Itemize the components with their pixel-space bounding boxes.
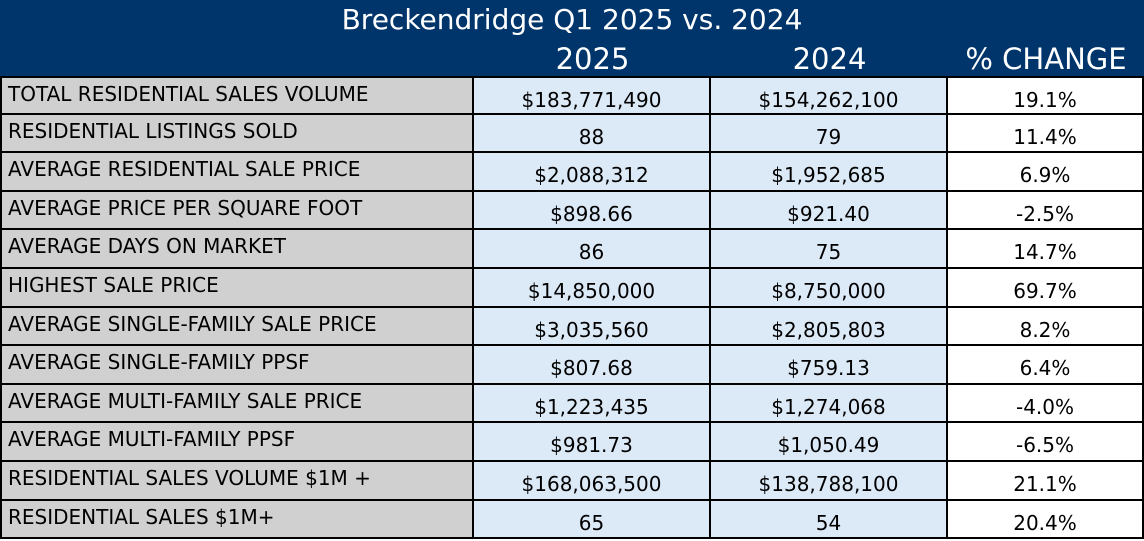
percent-change: 14.7% bbox=[948, 230, 1144, 269]
table-row: HIGHEST SALE PRICE $14,850,000 $8,750,000 6… bbox=[0, 269, 1144, 308]
value-2025: $2,088,312 bbox=[474, 153, 711, 192]
table-row: AVERAGE DAYS ON MARKET 86 75 14.7% bbox=[0, 230, 1144, 269]
table-row: AVERAGE RESIDENTIAL SALE PRICE $2,088,312… bbox=[0, 153, 1144, 192]
value-2024: $1,050.49 bbox=[711, 423, 948, 462]
value-2024: $759.13 bbox=[711, 346, 948, 385]
percent-change: 19.1% bbox=[948, 76, 1144, 115]
row-label: AVERAGE SINGLE-FAMILY SALE PRICE bbox=[0, 308, 474, 346]
value-2025: $3,035,560 bbox=[474, 308, 711, 346]
row-label: AVERAGE RESIDENTIAL SALE PRICE bbox=[0, 153, 474, 192]
row-label: AVERAGE PRICE PER SQUARE FOOT bbox=[0, 192, 474, 230]
value-2025: $981.73 bbox=[474, 423, 711, 462]
value-2025: 86 bbox=[474, 230, 711, 269]
column-header-2025: 2025 bbox=[555, 42, 630, 76]
row-label: HIGHEST SALE PRICE bbox=[0, 269, 474, 308]
percent-change: 69.7% bbox=[948, 269, 1144, 308]
percent-change: -2.5% bbox=[948, 192, 1144, 230]
table-row: TOTAL RESIDENTIAL SALES VOLUME $183,771,4… bbox=[0, 76, 1144, 115]
table-row: AVERAGE MULTI-FAMILY SALE PRICE $1,223,43… bbox=[0, 385, 1144, 424]
row-label: AVERAGE MULTI-FAMILY PPSF bbox=[0, 423, 474, 462]
value-2025: $807.68 bbox=[474, 346, 711, 385]
table-row: AVERAGE PRICE PER SQUARE FOOT $898.66 $921… bbox=[0, 192, 1144, 231]
value-2025: 88 bbox=[474, 115, 711, 153]
row-label: RESIDENTIAL LISTINGS SOLD bbox=[0, 115, 474, 153]
table-row: RESIDENTIAL SALES VOLUME $1M + $168,063,5… bbox=[0, 462, 1144, 501]
value-2025: $898.66 bbox=[474, 192, 711, 230]
row-label: AVERAGE MULTI-FAMILY SALE PRICE bbox=[0, 385, 474, 423]
value-2024: 54 bbox=[711, 501, 948, 539]
row-label: AVERAGE DAYS ON MARKET bbox=[0, 230, 474, 269]
percent-change: 6.4% bbox=[948, 346, 1144, 385]
value-2024: $154,262,100 bbox=[711, 76, 948, 115]
value-2024: $1,952,685 bbox=[711, 153, 948, 192]
value-2024: 79 bbox=[711, 115, 948, 153]
value-2024: $921.40 bbox=[711, 192, 948, 230]
value-2024: $138,788,100 bbox=[711, 462, 948, 501]
percent-change: -6.5% bbox=[948, 423, 1144, 462]
value-2024: $8,750,000 bbox=[711, 269, 948, 308]
value-2024: $1,274,068 bbox=[711, 385, 948, 423]
value-2025: $1,223,435 bbox=[474, 385, 711, 423]
percent-change: 8.2% bbox=[948, 308, 1144, 346]
value-2024: 75 bbox=[711, 230, 948, 269]
percent-change: -4.0% bbox=[948, 385, 1144, 423]
table-row: RESIDENTIAL LISTINGS SOLD 88 79 11.4% bbox=[0, 115, 1144, 154]
percent-change: 20.4% bbox=[948, 501, 1144, 539]
value-2025: $14,850,000 bbox=[474, 269, 711, 308]
row-label: TOTAL RESIDENTIAL SALES VOLUME bbox=[0, 76, 474, 115]
table-header: Breckendridge Q1 2025 vs. 2024 2025 2024… bbox=[0, 0, 1144, 76]
table-row: AVERAGE SINGLE-FAMILY SALE PRICE $3,035,5… bbox=[0, 308, 1144, 347]
value-2024: $2,805,803 bbox=[711, 308, 948, 346]
column-header-change: % CHANGE bbox=[965, 42, 1127, 76]
table-row: RESIDENTIAL SALES $1M+ 65 54 20.4% bbox=[0, 501, 1144, 540]
percent-change: 21.1% bbox=[948, 462, 1144, 501]
percent-change: 11.4% bbox=[948, 115, 1144, 153]
value-2025: 65 bbox=[474, 501, 711, 539]
percent-change: 6.9% bbox=[948, 153, 1144, 192]
row-label: AVERAGE SINGLE-FAMILY PPSF bbox=[0, 346, 474, 385]
table-row: AVERAGE SINGLE-FAMILY PPSF $807.68 $759.13… bbox=[0, 346, 1144, 385]
value-2025: $168,063,500 bbox=[474, 462, 711, 501]
table-title: Breckendridge Q1 2025 vs. 2024 bbox=[341, 3, 803, 36]
value-2025: $183,771,490 bbox=[474, 76, 711, 115]
column-header-2024: 2024 bbox=[792, 42, 867, 76]
row-label: RESIDENTIAL SALES VOLUME $1M + bbox=[0, 462, 474, 501]
row-label: RESIDENTIAL SALES $1M+ bbox=[0, 501, 474, 539]
table-row: AVERAGE MULTI-FAMILY PPSF $981.73 $1,050.4… bbox=[0, 423, 1144, 462]
